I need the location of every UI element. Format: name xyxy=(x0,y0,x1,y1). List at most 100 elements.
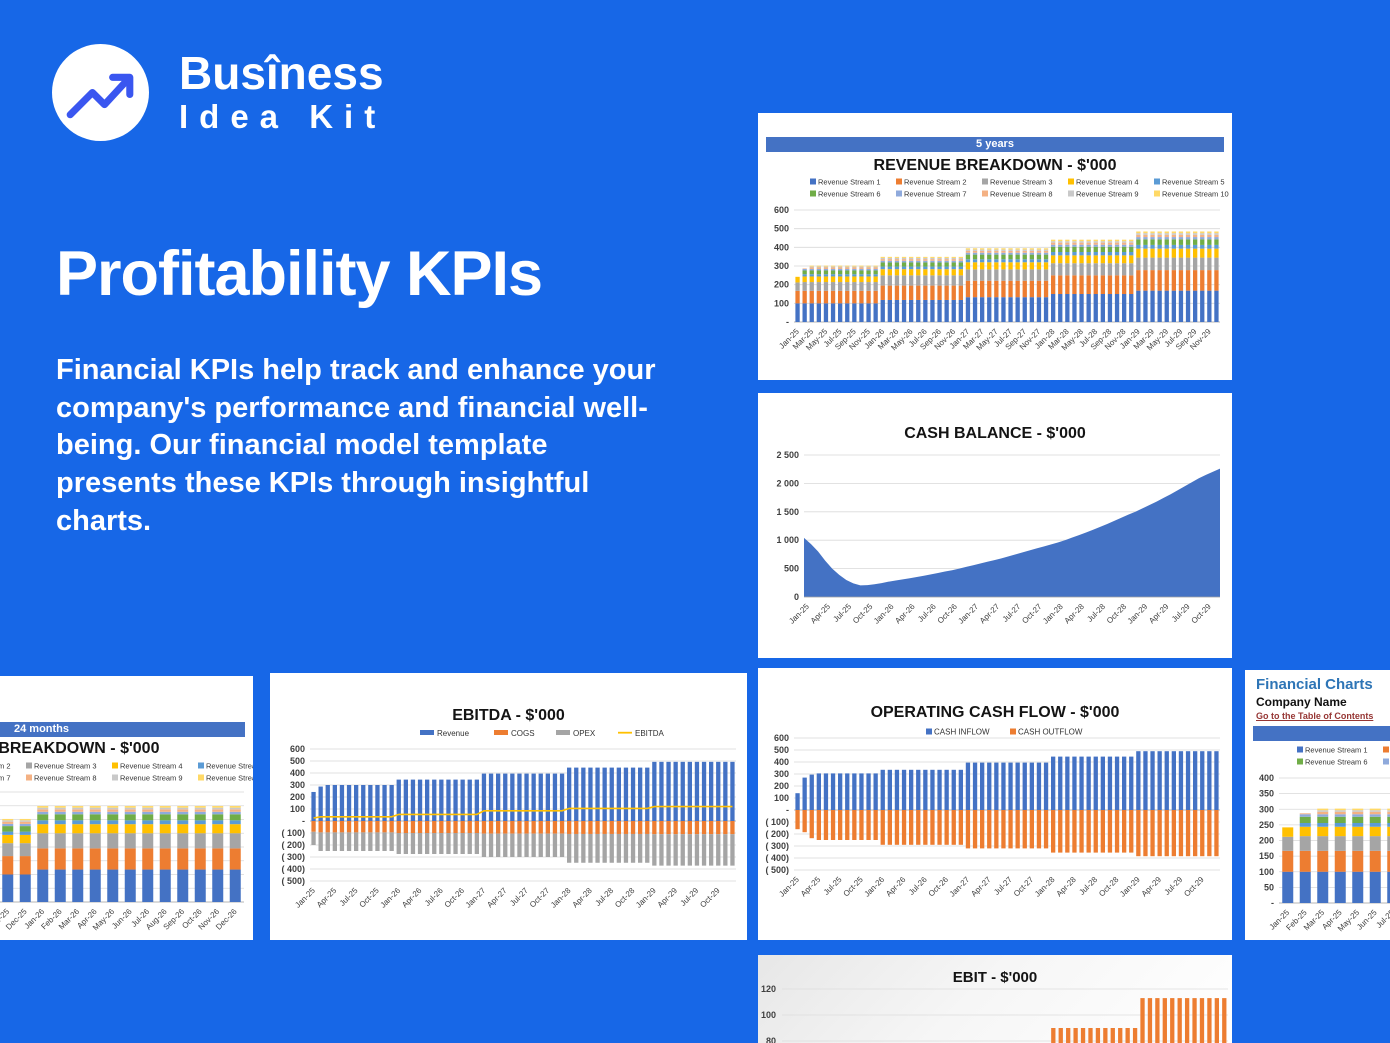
panel-cash-balance: CASH BALANCE - $'000 2 500 2 000 1 500 1 00… xyxy=(758,393,1232,658)
svg-text:Revenue Stream 4: Revenue Stream 4 xyxy=(120,762,183,771)
svg-text:Revenue Stream 8: Revenue Stream 8 xyxy=(990,190,1053,199)
svg-text:200: 200 xyxy=(774,781,789,791)
svg-text:Jan-27: Jan-27 xyxy=(948,875,972,899)
svg-text:Oct-27: Oct-27 xyxy=(1020,602,1044,626)
svg-text:Jul-26: Jul-26 xyxy=(907,875,929,897)
svg-text:( 500): ( 500) xyxy=(765,865,789,875)
svg-text:CASH OUTFLOW: CASH OUTFLOW xyxy=(1018,728,1083,737)
panel-ebitda: EBITDA - $'000 600 500 400 300 200 100 - ( 100)… xyxy=(270,673,747,940)
svg-text:400: 400 xyxy=(774,757,789,767)
svg-text:Revenue: Revenue xyxy=(437,729,470,738)
svg-text:500: 500 xyxy=(290,756,305,766)
svg-text:200: 200 xyxy=(290,792,305,802)
svg-text:COGS: COGS xyxy=(511,729,535,738)
chart-title-operating-cash-flow: OPERATING CASH FLOW - $'000 xyxy=(870,704,1120,721)
svg-text:Jan-28: Jan-28 xyxy=(1033,875,1057,899)
svg-text:600: 600 xyxy=(290,744,305,754)
svg-text:Revenue Stream 4: Revenue Stream 4 xyxy=(1076,178,1139,187)
svg-text:Oct-25: Oct-25 xyxy=(842,875,866,899)
svg-text:Apr-28: Apr-28 xyxy=(1055,875,1079,899)
svg-text:-: - xyxy=(786,805,789,815)
svg-text:250: 250 xyxy=(1259,820,1274,830)
period-badge-label: 24 months xyxy=(14,723,70,735)
svg-text:Apr-26: Apr-26 xyxy=(884,875,908,899)
svg-text:Jul-28: Jul-28 xyxy=(593,886,615,908)
svg-text:100: 100 xyxy=(1259,867,1274,877)
svg-text:Jul-28: Jul-28 xyxy=(1077,875,1099,897)
svg-text:1 500: 1 500 xyxy=(776,507,799,517)
period-badge xyxy=(1253,726,1390,741)
svg-text:Jun-26: Jun-26 xyxy=(110,907,134,931)
svg-text:Revenue Stream 8: Revenue Stream 8 xyxy=(34,774,97,783)
svg-text:Revenue Stream 3: Revenue Stream 3 xyxy=(34,762,97,771)
svg-text:Oct-29: Oct-29 xyxy=(1189,602,1213,626)
svg-text:( 500): ( 500) xyxy=(281,876,305,886)
svg-text:300: 300 xyxy=(290,780,305,790)
svg-text:Jan-28: Jan-28 xyxy=(549,886,573,910)
svg-text:400: 400 xyxy=(774,242,789,252)
svg-text:EBITDA: EBITDA xyxy=(635,729,665,738)
svg-text:Jun-25: Jun-25 xyxy=(1355,908,1379,932)
svg-text:Oct-25: Oct-25 xyxy=(851,602,875,626)
page-description: Financial KPIs help track and enhance yo… xyxy=(56,354,656,537)
svg-text:Oct-27: Oct-27 xyxy=(528,886,552,910)
svg-text:Apr-25: Apr-25 xyxy=(809,602,833,626)
svg-text:( 300): ( 300) xyxy=(281,852,305,862)
svg-text:Oct-26: Oct-26 xyxy=(927,875,951,899)
page-title: Profitability KPIs xyxy=(56,239,543,309)
svg-text:Jan-29: Jan-29 xyxy=(1126,602,1150,626)
brand: Busîness Idea Kit xyxy=(52,44,386,141)
svg-text:CASH INFLOW: CASH INFLOW xyxy=(934,728,990,737)
svg-text:500: 500 xyxy=(774,745,789,755)
svg-text:300: 300 xyxy=(774,769,789,779)
svg-text:Revenue Stream 10: Revenue Stream 10 xyxy=(1162,190,1229,199)
svg-text:Jan-26: Jan-26 xyxy=(862,875,886,899)
svg-text:Revenue Stream 9: Revenue Stream 9 xyxy=(1076,190,1139,199)
svg-text:-: - xyxy=(786,317,789,327)
svg-text:Jan-25: Jan-25 xyxy=(293,886,317,910)
svg-text:300: 300 xyxy=(774,261,789,271)
svg-text:Apr-27: Apr-27 xyxy=(485,886,509,910)
company-name: Company Name xyxy=(1256,695,1347,709)
svg-text:Revenue Stream 3: Revenue Stream 3 xyxy=(990,178,1053,187)
svg-text:500: 500 xyxy=(784,564,799,574)
svg-text:100: 100 xyxy=(774,298,789,308)
svg-text:200: 200 xyxy=(1259,836,1274,846)
svg-text:Jan-25: Jan-25 xyxy=(777,875,801,899)
svg-text:Oct-28: Oct-28 xyxy=(1097,875,1121,899)
svg-text:Revenue Stream 6: Revenue Stream 6 xyxy=(1305,758,1368,767)
svg-text:Apr-25: Apr-25 xyxy=(799,875,823,899)
operating-cash-flow-chart: 600 500 400 300 200 100 - ( 100) ( 200) ( 300) ( 4… xyxy=(765,728,1220,899)
svg-text:Apr-29: Apr-29 xyxy=(656,886,680,910)
svg-text:Apr-26: Apr-26 xyxy=(893,602,917,626)
chart-title-ebitda: EBITDA - $'000 xyxy=(452,707,565,724)
svg-text:Jan-29: Jan-29 xyxy=(1118,875,1142,899)
svg-text:Jul-27: Jul-27 xyxy=(992,875,1014,897)
svg-text:Revenue Stream 1: Revenue Stream 1 xyxy=(1305,746,1368,755)
svg-text:Apr-28: Apr-28 xyxy=(1063,602,1087,626)
svg-text:Jan-25: Jan-25 xyxy=(787,602,811,626)
brand-name-line1: Busîness xyxy=(179,46,384,99)
card-heading: Financial Charts xyxy=(1256,676,1373,693)
svg-text:Jul-26: Jul-26 xyxy=(916,602,938,624)
panel-revenue-breakdown-24m: 24 months REVENUE BREAKDOWN - $'000 4003… xyxy=(0,676,253,940)
svg-text:400: 400 xyxy=(1259,773,1274,783)
chart-title-cash-balance: CASH BALANCE - $'000 xyxy=(904,425,1086,442)
svg-text:400: 400 xyxy=(290,768,305,778)
revenue-breakdown-mini-chart: 400 350 300 250 200 150 100 50 - Revenue Stream 1… xyxy=(1259,746,1390,933)
brand-wordmark: Busîness Idea Kit xyxy=(179,50,386,136)
svg-text:0: 0 xyxy=(794,592,799,602)
table-of-contents-link[interactable]: Go to the Table of Contents xyxy=(1256,711,1374,721)
svg-text:-: - xyxy=(1271,898,1274,908)
svg-text:1 000: 1 000 xyxy=(776,535,799,545)
svg-text:Apr-28: Apr-28 xyxy=(571,886,595,910)
svg-text:Revenue Stream 10: Revenue Stream 10 xyxy=(206,774,253,783)
svg-text:Revenue Stream 5: Revenue Stream 5 xyxy=(206,762,253,771)
svg-text:( 200): ( 200) xyxy=(281,840,305,850)
panel-operating-cash-flow: OPERATING CASH FLOW - $'000 600 500 400 300… xyxy=(758,668,1232,940)
svg-text:Revenue Stream 2: Revenue Stream 2 xyxy=(904,178,967,187)
svg-text:Jan-28: Jan-28 xyxy=(1041,602,1065,626)
svg-text:Oct-28: Oct-28 xyxy=(1105,602,1129,626)
